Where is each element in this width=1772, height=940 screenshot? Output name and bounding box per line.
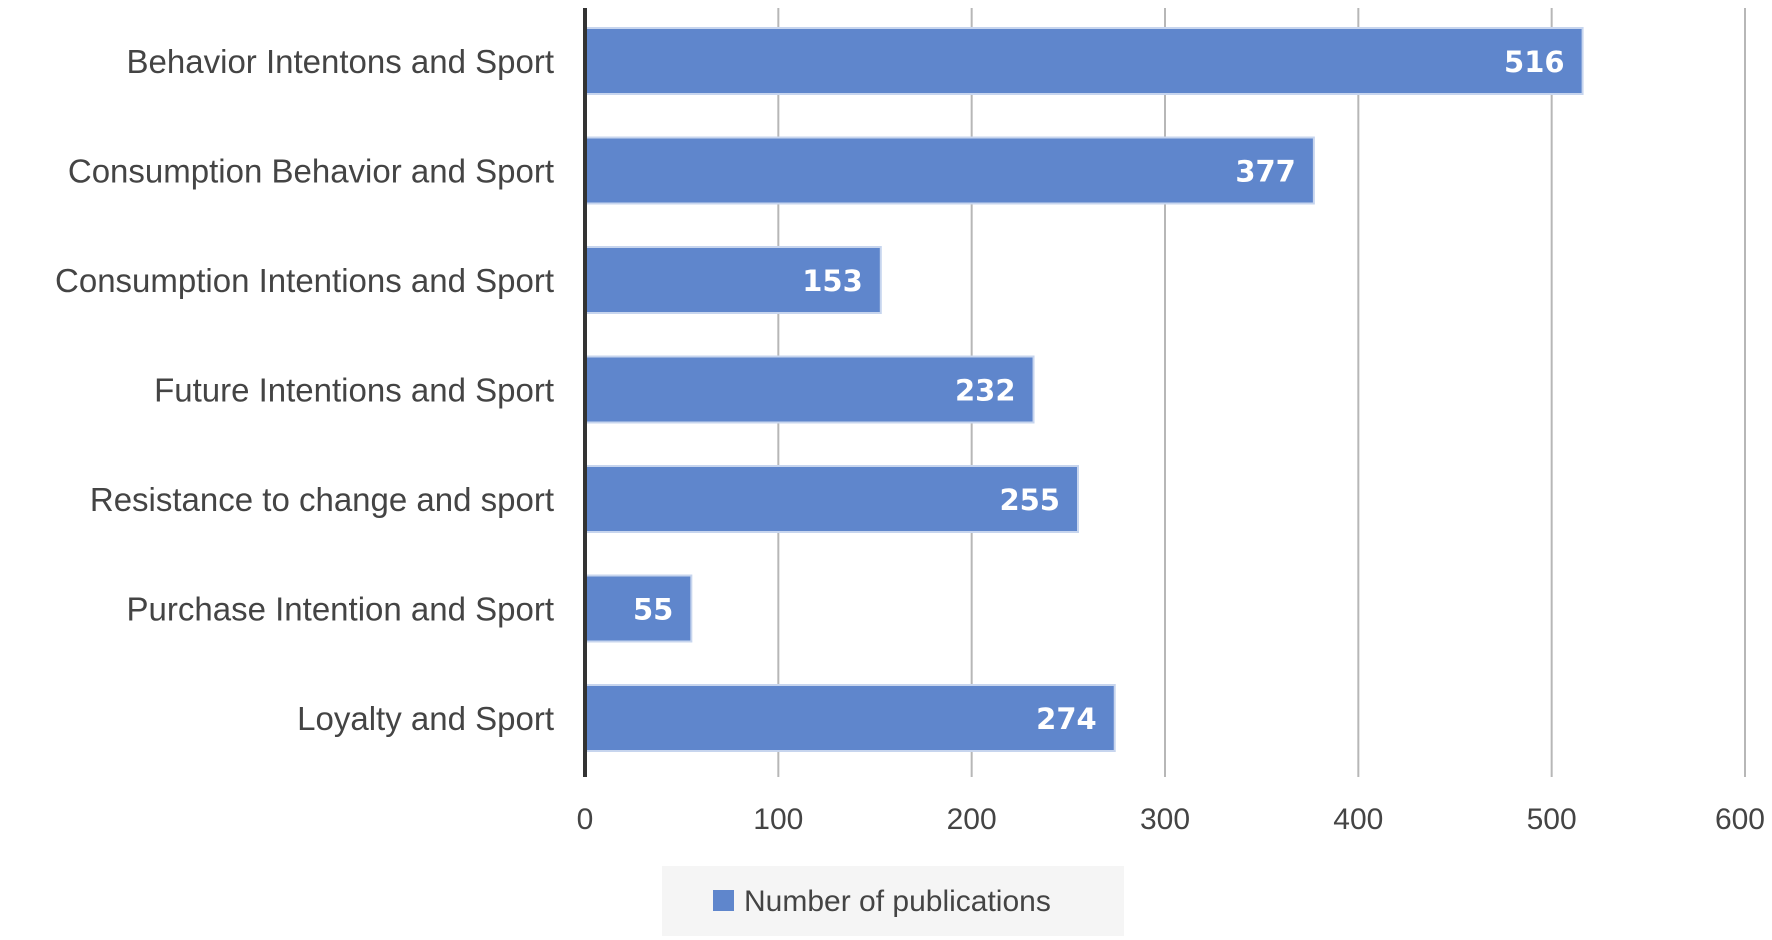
x-tick-label: 100 [753,803,803,836]
category-label: Future Intentions and Sport [154,372,554,409]
bar [584,574,693,643]
category-label: Purchase Intention and Sport [127,591,554,628]
bar [584,465,1079,533]
data-label: 232 [955,374,1016,408]
x-tick-label: 600 [1715,803,1765,836]
bar [584,136,1315,205]
category-label: Loyalty and Sport [297,700,554,737]
data-label: 377 [1235,155,1296,189]
x-tick-label: 500 [1527,803,1577,836]
category-label: Resistance to change and sport [90,481,554,518]
legend: Number of publications [662,866,1124,936]
bars [584,27,1584,752]
data-label: 55 [633,593,673,627]
data-label: 255 [999,483,1060,517]
legend-swatch [713,890,734,911]
gridlines [777,8,1746,777]
category-label: Behavior Intentons and Sport [127,43,554,80]
bar [584,246,882,314]
x-tick-label: 300 [1140,803,1190,836]
category-label: Consumption Intentions and Sport [55,262,554,299]
labels: 0 100 200 300 400 500 600 Behavior Intentons an… [55,43,1765,836]
data-label: 516 [1504,45,1565,79]
legend-background [662,866,1124,936]
x-tick-label: 200 [947,803,997,836]
bar [584,27,1584,95]
category-label: Consumption Behavior and Sport [68,153,554,190]
data-label: 153 [802,264,863,298]
data-label: 274 [1036,702,1097,736]
x-tick-label: 400 [1333,803,1383,836]
bar [584,684,1116,752]
legend-label: Number of publications [744,885,1051,918]
x-tick-label: 0 [577,803,594,836]
